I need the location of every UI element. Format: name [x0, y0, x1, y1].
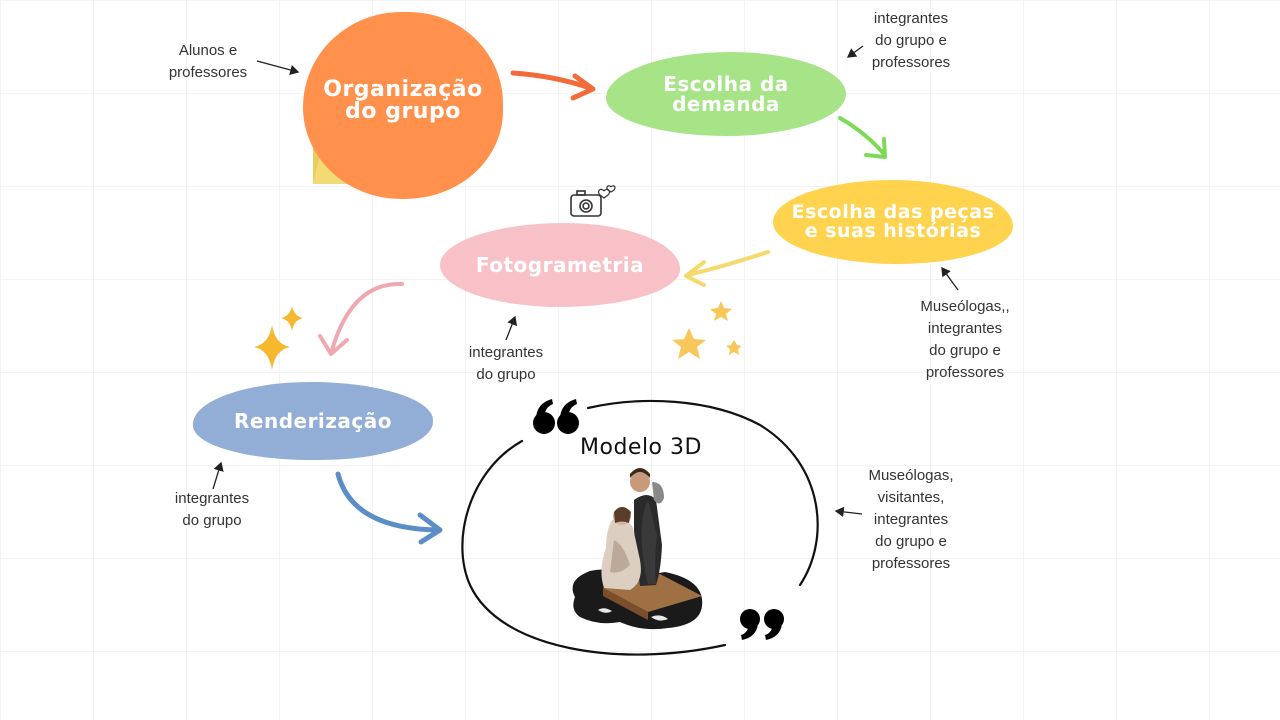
- note-escolha-pecas: Museólogas,, integrantes do grupo e prof…: [920, 298, 1010, 381]
- note-fotogrametria: integrantes do grupo: [468, 344, 544, 383]
- pointer-modelo: [834, 506, 863, 518]
- star-icon: [672, 301, 742, 359]
- arrow-organizacao-to-demanda: [510, 70, 596, 101]
- quote-open-icon: [533, 399, 579, 434]
- note-modelo-3d: Museólogas, visitantes, integrantes do g…: [868, 467, 954, 572]
- note-escolha-demanda: integrantes do grupo e professores: [871, 10, 951, 71]
- note-renderizacao: integrantes do grupo: [174, 490, 250, 529]
- node-renderizacao-label: Renderização: [233, 409, 393, 433]
- node-modelo-3d-label: Modelo 3D: [580, 435, 702, 460]
- arrow-pecas-to-fotogrametria: [684, 250, 770, 287]
- node-escolha-pecas: Escolha das peças e suas histórias: [773, 180, 1013, 264]
- pointer-demanda: [846, 45, 864, 58]
- model-ellipse: [461, 399, 819, 656]
- node-fotogrametria-label: Fotogrametria: [475, 253, 645, 277]
- node-renderizacao: Renderização: [193, 382, 433, 460]
- quote-close-icon: [740, 609, 784, 640]
- node-escolha-pecas-label: Escolha das peças e suas histórias: [791, 201, 995, 242]
- node-organizacao: Organização do grupo: [303, 12, 503, 199]
- pointer-fotogrametria: [505, 315, 518, 341]
- node-escolha-demanda: Escolha da demanda: [606, 52, 846, 136]
- sparkle-icon: [254, 306, 303, 370]
- note-organizacao: Alunos e professores: [168, 42, 248, 81]
- arrow-demanda-to-pecas: [838, 116, 887, 159]
- arrow-fotogrametria-to-renderizacao: [318, 281, 404, 356]
- node-escolha-demanda-label: Escolha da demanda: [663, 72, 789, 116]
- statue-image: [572, 468, 703, 630]
- pointer-pecas: [941, 266, 959, 291]
- arrow-renderizacao-to-modelo: [335, 471, 443, 545]
- node-organizacao-label: Organização do grupo: [323, 76, 483, 124]
- pointer-renderizacao: [212, 461, 224, 490]
- node-fotogrametria: Fotogrametria: [440, 223, 680, 307]
- pointer-organizacao: [256, 60, 300, 76]
- camera-icon: [570, 185, 616, 217]
